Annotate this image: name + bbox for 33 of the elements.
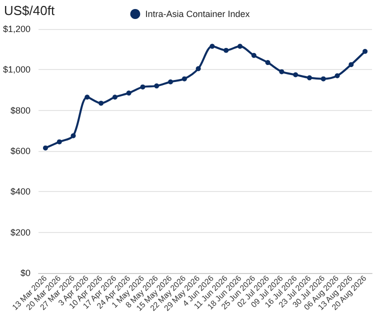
point: [306, 75, 312, 80]
y-tick-label: $600: [10, 146, 31, 156]
point: [320, 76, 326, 82]
point: [210, 44, 215, 49]
point: [293, 72, 298, 78]
point: [196, 66, 201, 72]
y-axis-title: US$/40ft: [4, 3, 55, 18]
y-tick-label: $400: [10, 186, 31, 197]
point: [70, 133, 76, 138]
legend-label: Intra-Asia Container Index: [145, 9, 250, 19]
point: [348, 62, 354, 68]
point: [154, 83, 160, 88]
y-tick-label: $1,000: [2, 64, 31, 75]
y-tick-label: $1,200: [2, 24, 31, 34]
point: [362, 48, 368, 54]
point: [251, 52, 256, 58]
point: [279, 69, 284, 74]
point: [140, 84, 146, 90]
y-tick-label: $800: [10, 105, 31, 116]
point: [224, 48, 229, 53]
point: [126, 90, 132, 96]
y-tick-label: $0: [20, 268, 31, 278]
point: [168, 79, 174, 84]
point: [56, 139, 62, 144]
point: [182, 76, 187, 82]
point: [238, 44, 242, 49]
point: [98, 100, 104, 106]
point: [334, 73, 340, 78]
point: [84, 94, 90, 100]
point: [112, 94, 118, 100]
y-tick-label: $200: [10, 227, 31, 238]
point: [265, 60, 270, 66]
point: [42, 145, 48, 150]
